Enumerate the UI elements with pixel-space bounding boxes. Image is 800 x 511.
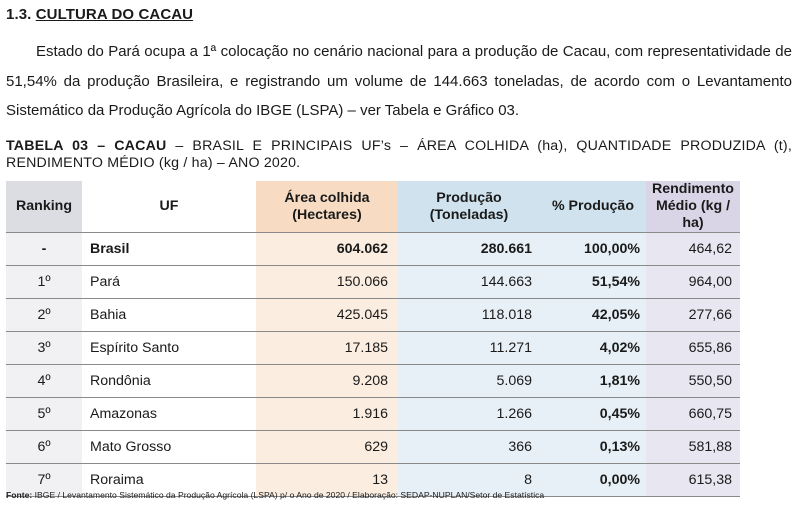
cell-ranking: 1º bbox=[6, 265, 82, 299]
cell-uf: Rondônia bbox=[82, 364, 256, 398]
cell-producao: 5.069 bbox=[398, 364, 540, 398]
header-rendimento-line1: Rendimento bbox=[652, 181, 734, 197]
cell-area: 13 bbox=[256, 463, 398, 497]
cell-area: 604.062 bbox=[256, 232, 398, 266]
section-title: CULTURA DO CACAU bbox=[35, 6, 194, 23]
cell-producao: 8 bbox=[398, 463, 540, 497]
source-label: Fonte: bbox=[6, 490, 33, 500]
table-caption: TABELA 03 – CACAU – BRASIL E PRINCIPAIS … bbox=[6, 138, 792, 172]
cell-uf: Pará bbox=[82, 265, 256, 299]
table-row: 6º Mato Grosso 629 366 0,13% 581,88 bbox=[6, 430, 740, 464]
cell-ranking: 2º bbox=[6, 298, 82, 332]
header-pct-producao: % Produção bbox=[540, 181, 646, 233]
cell-ranking: 7º bbox=[6, 463, 82, 497]
paragraph-text: Estado do Pará ocupa a 1ª colocação no c… bbox=[6, 43, 792, 119]
cell-producao: 280.661 bbox=[398, 232, 540, 266]
header-rendimento-line2: Médio (kg / ha) bbox=[655, 198, 731, 231]
cell-pct-producao: 100,00% bbox=[540, 232, 646, 266]
cell-rendimento: 550,50 bbox=[646, 364, 740, 398]
cell-ranking: 5º bbox=[6, 397, 82, 431]
cell-pct-producao: 4,02% bbox=[540, 331, 646, 365]
cell-ranking: 3º bbox=[6, 331, 82, 365]
cell-producao: 366 bbox=[398, 430, 540, 464]
table-row: 2º Bahia 425.045 118.018 42,05% 277,66 bbox=[6, 298, 740, 332]
cell-area: 150.066 bbox=[256, 265, 398, 299]
cell-uf: Bahia bbox=[82, 298, 256, 332]
cell-ranking: - bbox=[6, 232, 82, 266]
cell-pct-producao: 0,13% bbox=[540, 430, 646, 464]
cell-uf: Amazonas bbox=[82, 397, 256, 431]
table-row: 1º Pará 150.066 144.663 51,54% 964,00 bbox=[6, 265, 740, 299]
cell-rendimento: 964,00 bbox=[646, 265, 740, 299]
cell-producao: 118.018 bbox=[398, 298, 540, 332]
cell-uf: Mato Grosso bbox=[82, 430, 256, 464]
cell-pct-producao: 42,05% bbox=[540, 298, 646, 332]
cell-pct-producao: 1,81% bbox=[540, 364, 646, 398]
cell-rendimento: 655,86 bbox=[646, 331, 740, 365]
cell-area: 9.208 bbox=[256, 364, 398, 398]
cell-ranking: 6º bbox=[6, 430, 82, 464]
cell-producao: 144.663 bbox=[398, 265, 540, 299]
table-row: 7º Roraima 13 8 0,00% 615,38 bbox=[6, 463, 740, 497]
cell-rendimento: 660,75 bbox=[646, 397, 740, 431]
table-row: 4º Rondônia 9.208 5.069 1,81% 550,50 bbox=[6, 364, 740, 398]
cell-pct-producao: 51,54% bbox=[540, 265, 646, 299]
table-row: 3º Espírito Santo 17.185 11.271 4,02% 655,86 bbox=[6, 331, 740, 365]
intro-paragraph: Estado do Pará ocupa a 1ª colocação no c… bbox=[6, 37, 792, 126]
section-heading: 1.3. CULTURA DO CACAU bbox=[6, 6, 193, 23]
cell-area: 629 bbox=[256, 430, 398, 464]
header-area: Área colhida (Hectares) bbox=[256, 181, 398, 233]
cell-uf: Roraima bbox=[82, 463, 256, 497]
header-producao-line2: (Toneladas) bbox=[429, 206, 509, 223]
source-note: Fonte: IBGE / Levantamento Sistemático d… bbox=[6, 490, 544, 500]
cacau-table: Ranking UF Área colhida (Hectares) Produ… bbox=[6, 181, 740, 497]
table-caption-text: – BRASIL E PRINCIPAIS UF’s – ÁREA COLHID… bbox=[6, 138, 792, 171]
table-body: - Brasil 604.062 280.661 100,00% 464,62 1º Pará… bbox=[6, 232, 740, 497]
table-caption-label: TABELA 03 – CACAU bbox=[6, 138, 167, 154]
cell-uf: Brasil bbox=[82, 232, 256, 266]
cell-pct-producao: 0,45% bbox=[540, 397, 646, 431]
header-producao-line1: Produção bbox=[436, 189, 502, 206]
cell-area: 425.045 bbox=[256, 298, 398, 332]
header-rendimento: Rendimento Médio (kg / ha) bbox=[646, 181, 740, 233]
header-area-line1: Área colhida bbox=[284, 189, 370, 206]
header-ranking: Ranking bbox=[6, 181, 82, 233]
cell-pct-producao: 0,00% bbox=[540, 463, 646, 497]
table-row: 5º Amazonas 1.916 1.266 0,45% 660,75 bbox=[6, 397, 740, 431]
header-uf: UF bbox=[82, 181, 256, 233]
cell-rendimento: 464,62 bbox=[646, 232, 740, 266]
header-area-line2: (Hectares) bbox=[292, 206, 362, 223]
section-number: 1.3. bbox=[6, 6, 32, 23]
cell-uf: Espírito Santo bbox=[82, 331, 256, 365]
cell-rendimento: 615,38 bbox=[646, 463, 740, 497]
cell-area: 1.916 bbox=[256, 397, 398, 431]
cell-producao: 11.271 bbox=[398, 331, 540, 365]
cell-producao: 1.266 bbox=[398, 397, 540, 431]
source-text: IBGE / Levantamento Sistemático da Produ… bbox=[32, 490, 545, 500]
table-row: - Brasil 604.062 280.661 100,00% 464,62 bbox=[6, 232, 740, 266]
cell-rendimento: 581,88 bbox=[646, 430, 740, 464]
header-producao: Produção (Toneladas) bbox=[398, 181, 540, 233]
cell-ranking: 4º bbox=[6, 364, 82, 398]
cell-area: 17.185 bbox=[256, 331, 398, 365]
cell-rendimento: 277,66 bbox=[646, 298, 740, 332]
table-header-row: Ranking UF Área colhida (Hectares) Produ… bbox=[6, 181, 740, 233]
